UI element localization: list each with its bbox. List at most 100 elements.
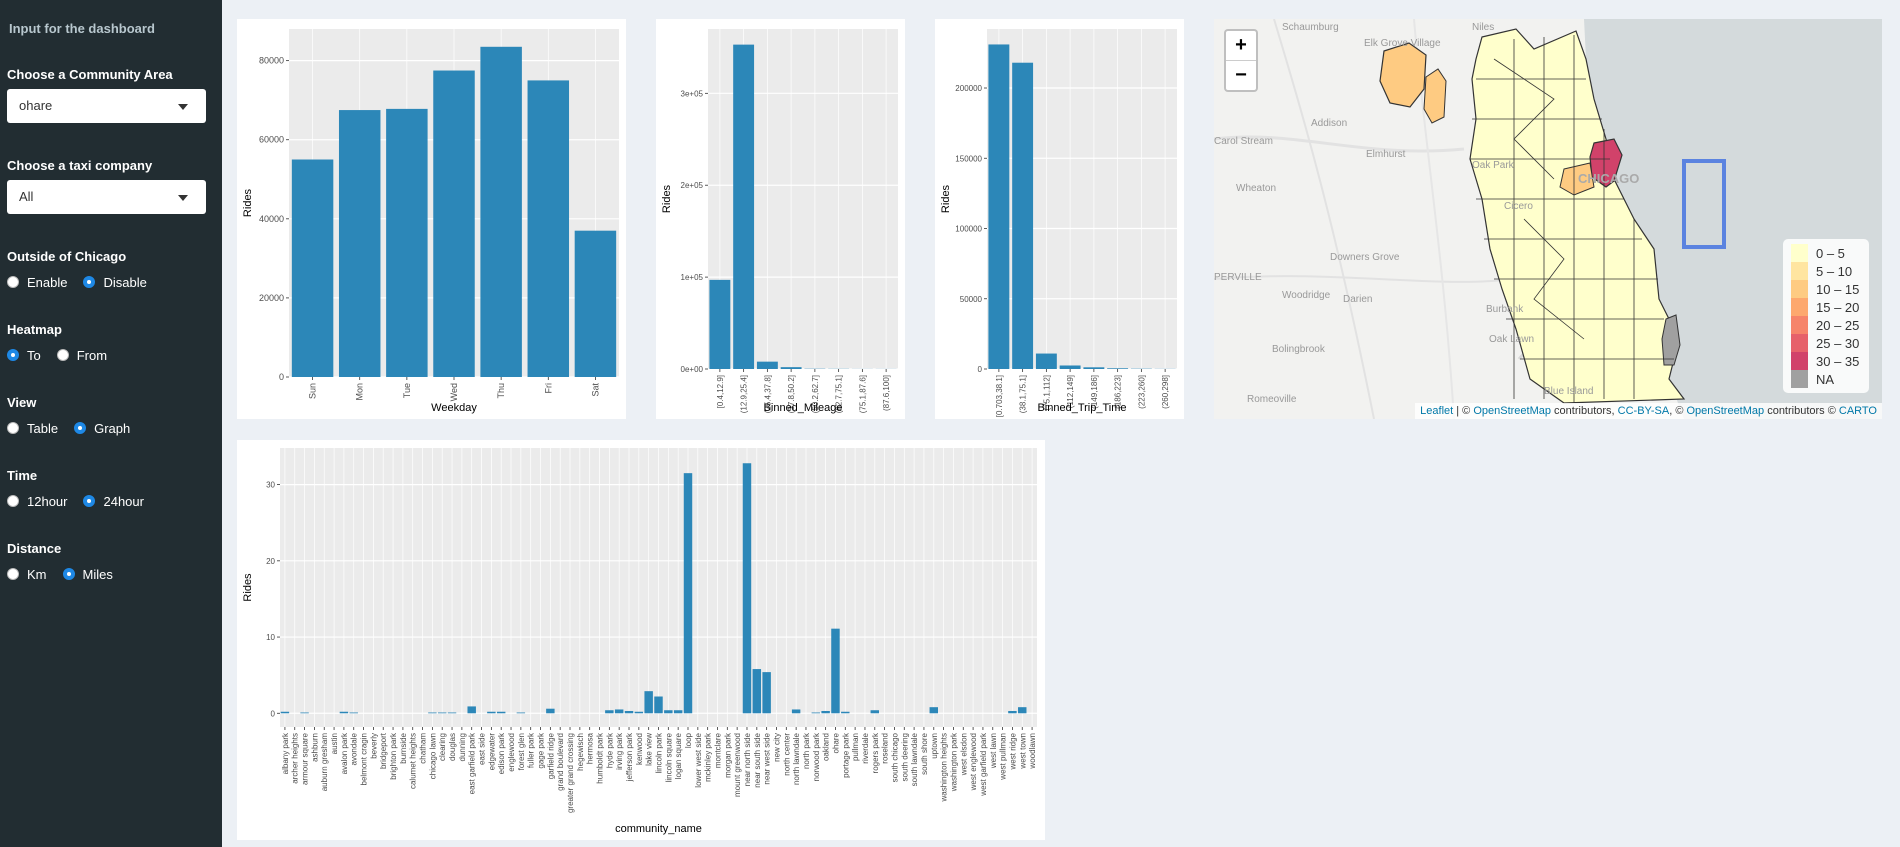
x-tick-label: north park <box>802 732 811 769</box>
heatmap-map[interactable]: Schaumburg Niles Elk Grove Village Addis… <box>1214 19 1882 419</box>
radio-label: Km <box>27 566 47 582</box>
x-tick-label: [0.703,38.1] <box>995 375 1004 417</box>
x-tick-label: Mon <box>355 383 365 401</box>
x-tick-label: north lawndale <box>792 732 801 785</box>
radio-label: 12hour <box>27 493 68 509</box>
bar <box>527 80 570 377</box>
carto-link[interactable]: CARTO <box>1838 405 1877 417</box>
bar <box>709 279 731 369</box>
bar <box>762 672 771 714</box>
x-tick-label: fuller park <box>527 732 536 768</box>
x-axis-title: Weekday <box>431 402 477 414</box>
time-option-12hour[interactable]: 12hour <box>7 494 67 509</box>
x-tick-label: clearing <box>438 733 447 761</box>
map-label-15: Oak Lawn <box>1489 334 1535 345</box>
bar <box>280 711 290 714</box>
radio-button[interactable] <box>7 349 19 361</box>
x-tick-label: Thu <box>496 383 506 399</box>
x-tick-label: armour square <box>301 732 310 785</box>
x-tick-label: avondale <box>350 732 359 765</box>
radio-button[interactable] <box>7 495 19 507</box>
bar <box>929 707 939 714</box>
y-tick-label: 150000 <box>955 154 982 163</box>
distance-option-km[interactable]: Km <box>7 567 47 582</box>
view-option-graph[interactable]: Graph <box>74 421 130 436</box>
x-tick-label: lake view <box>645 733 654 766</box>
bar <box>338 110 381 378</box>
x-tick-label: south chicago <box>890 732 899 782</box>
bar <box>447 712 457 714</box>
x-tick-label: (38.1,75.1] <box>1019 375 1028 413</box>
y-tick-label: 20000 <box>259 293 284 303</box>
x-tick-label: morgan park <box>723 732 732 778</box>
outside-option-enable[interactable]: Enable <box>7 275 67 290</box>
distance-option-miles[interactable]: Miles <box>62 567 113 582</box>
bar <box>496 711 506 714</box>
bar <box>1083 367 1105 369</box>
bar <box>791 709 801 714</box>
y-axis-title: Rides <box>940 184 952 213</box>
y-tick-label: 0e+00 <box>681 365 704 374</box>
bar <box>1107 368 1129 369</box>
legend-label: 0 – 5 <box>1816 245 1845 261</box>
map-label-11: Woodridge <box>1282 290 1331 301</box>
radio-button[interactable] <box>83 276 96 288</box>
x-axis-title: Binned_Mileage <box>764 402 843 414</box>
map-label-14: Bolingbrook <box>1272 344 1325 355</box>
attrib-contrib2: contributors © <box>1764 405 1839 417</box>
x-tick-label: portage park <box>841 732 850 778</box>
x-tick-label: irving park <box>615 732 624 770</box>
x-tick-label: gage park <box>537 732 546 769</box>
heatmap-label: Heatmap <box>7 322 62 337</box>
distance-radio-group: Km Miles <box>7 566 129 582</box>
legend-swatch <box>1791 334 1808 352</box>
heatmap-option-to[interactable]: To <box>7 348 41 363</box>
x-tick-label: east side <box>478 732 487 765</box>
ccbysa-link[interactable]: CC-BY-SA <box>1617 405 1670 417</box>
x-tick-label: Wed <box>449 383 459 401</box>
outside-option-disable[interactable]: Disable <box>83 275 147 290</box>
legend-label: 20 – 25 <box>1816 317 1860 333</box>
bar <box>831 628 840 714</box>
bar <box>654 696 663 714</box>
radio-button[interactable] <box>83 495 96 507</box>
osm-link-1[interactable]: OpenStreetMap <box>1473 405 1551 417</box>
radio-button[interactable] <box>7 422 19 434</box>
map-label-6: Oak Park <box>1472 160 1514 171</box>
x-tick-label: roseland <box>881 733 890 764</box>
zoom-in-button[interactable]: + <box>1235 34 1247 56</box>
osm-link-2[interactable]: OpenStreetMap <box>1686 405 1765 417</box>
view-option-table[interactable]: Table <box>7 421 58 436</box>
company-select[interactable]: All <box>7 180 206 214</box>
community-select[interactable]: ohare <box>7 89 206 123</box>
radio-button[interactable] <box>62 568 75 580</box>
bar <box>780 367 802 369</box>
radio-button[interactable] <box>56 349 69 361</box>
radio-button[interactable] <box>7 568 19 580</box>
heatmap-option-from[interactable]: From <box>56 348 107 363</box>
y-tick-label: 0 <box>978 365 983 374</box>
x-tick-label: (223,260] <box>1137 375 1146 409</box>
time-radio-group: 12hour 24hour <box>7 493 160 509</box>
legend-swatch <box>1791 244 1808 262</box>
leaflet-link[interactable]: Leaflet <box>1420 405 1454 417</box>
x-tick-label: south shore <box>920 732 929 774</box>
radio-label: 24hour <box>103 493 144 509</box>
x-tick-label: chicago lawn <box>428 733 437 779</box>
map-label-9: Downers Grove <box>1330 252 1400 263</box>
x-tick-label: rogers park <box>871 732 880 773</box>
y-tick-label: 3e+05 <box>681 89 704 98</box>
legend-item: 10 – 15 <box>1791 280 1869 298</box>
map-label-16: Romeoville <box>1247 394 1297 405</box>
time-option-24hour[interactable]: 24hour <box>83 493 144 509</box>
legend-label: 5 – 10 <box>1816 263 1853 279</box>
zoom-out-button[interactable]: − <box>1226 60 1256 90</box>
bar <box>733 44 755 370</box>
x-tick-label: north center <box>782 733 791 776</box>
radio-button[interactable] <box>74 422 87 434</box>
map-label-2: Elk Grove Village <box>1364 38 1441 49</box>
radio-button[interactable] <box>7 276 19 288</box>
x-tick-label: bridgeport <box>379 732 388 769</box>
x-tick-label: near west side <box>763 732 772 784</box>
bar <box>1012 62 1034 370</box>
